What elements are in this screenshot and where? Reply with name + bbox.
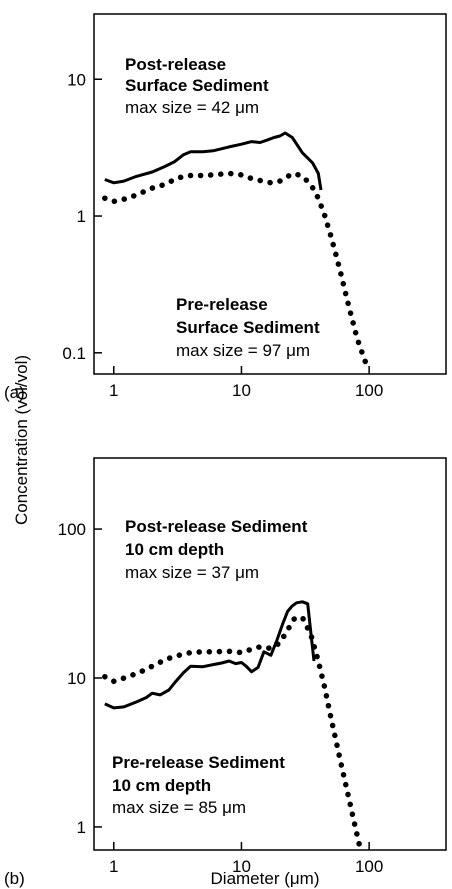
panel-b-ann2-note: max size = 85 μm	[112, 798, 246, 817]
panel-b-ytick-label: 1	[77, 818, 86, 837]
panel-a-ticks: 1 10 100 0.1 1 10	[62, 70, 383, 400]
panel-b-series-solid	[104, 600, 316, 710]
panel-a-ann1-line2: Surface Sediment	[125, 76, 269, 95]
panel-b-series	[102, 600, 363, 851]
y-axis-title: Concentration (vol/vol)	[12, 355, 31, 525]
panel-b-xtick-label: 10	[232, 857, 251, 876]
panel-b-ann1-note: max size = 37 μm	[125, 563, 259, 582]
panel-a-xtick-label: 100	[355, 381, 383, 400]
panel-a-xtick-label: 1	[109, 381, 118, 400]
panel-a-series	[102, 131, 371, 371]
panel-a-ytick-label: 0.1	[62, 344, 86, 363]
panel-a-ann1-note: max size = 42 μm	[125, 98, 259, 117]
panel-a-frame	[93, 13, 447, 375]
panel-b-frame	[93, 457, 447, 851]
panel-b-xtick-label: 1	[109, 857, 118, 876]
panel-b-ytick-label: 10	[67, 669, 86, 688]
panel-b-xtick-label: 100	[355, 857, 383, 876]
panel-b-ann1-line2: 10 cm depth	[125, 540, 224, 559]
panel-a-series-solid	[104, 131, 323, 191]
panel-a-xtick-label: 10	[232, 381, 251, 400]
panel-a-ann2-line2: Surface Sediment	[176, 318, 320, 337]
panel-a-label: (a)	[4, 383, 25, 402]
panel-b-ticks: 1 10 100 1 10 100	[58, 520, 384, 876]
panel-a-ann2-note: max size = 97 μm	[176, 341, 310, 360]
panel-b-label: (b)	[4, 869, 25, 888]
panel-a-ytick-label: 10	[67, 70, 86, 89]
panel-b-series-dotted	[102, 614, 363, 851]
x-axis-title: Diameter (μm)	[211, 869, 320, 888]
panel-a-ann1-line1: Post-release	[125, 55, 226, 74]
panel-b-ann2-line1: Pre-release Sediment	[112, 753, 285, 772]
panel-a: 1 10 100 0.1 1 10 (a) Post-release Surface Se…	[4, 13, 447, 402]
panel-b: 1 10 100 1 10 100 (b) Post-release Sediment 1…	[4, 457, 447, 888]
panel-a-ann2-line1: Pre-release	[176, 295, 268, 314]
panel-b-ann1-line1: Post-release Sediment	[125, 517, 308, 536]
panel-b-ytick-label: 100	[58, 520, 86, 539]
panel-a-ytick-label: 1	[77, 207, 86, 226]
panel-a-series-dotted	[102, 170, 371, 371]
panel-b-ann2-line2: 10 cm depth	[112, 776, 211, 795]
